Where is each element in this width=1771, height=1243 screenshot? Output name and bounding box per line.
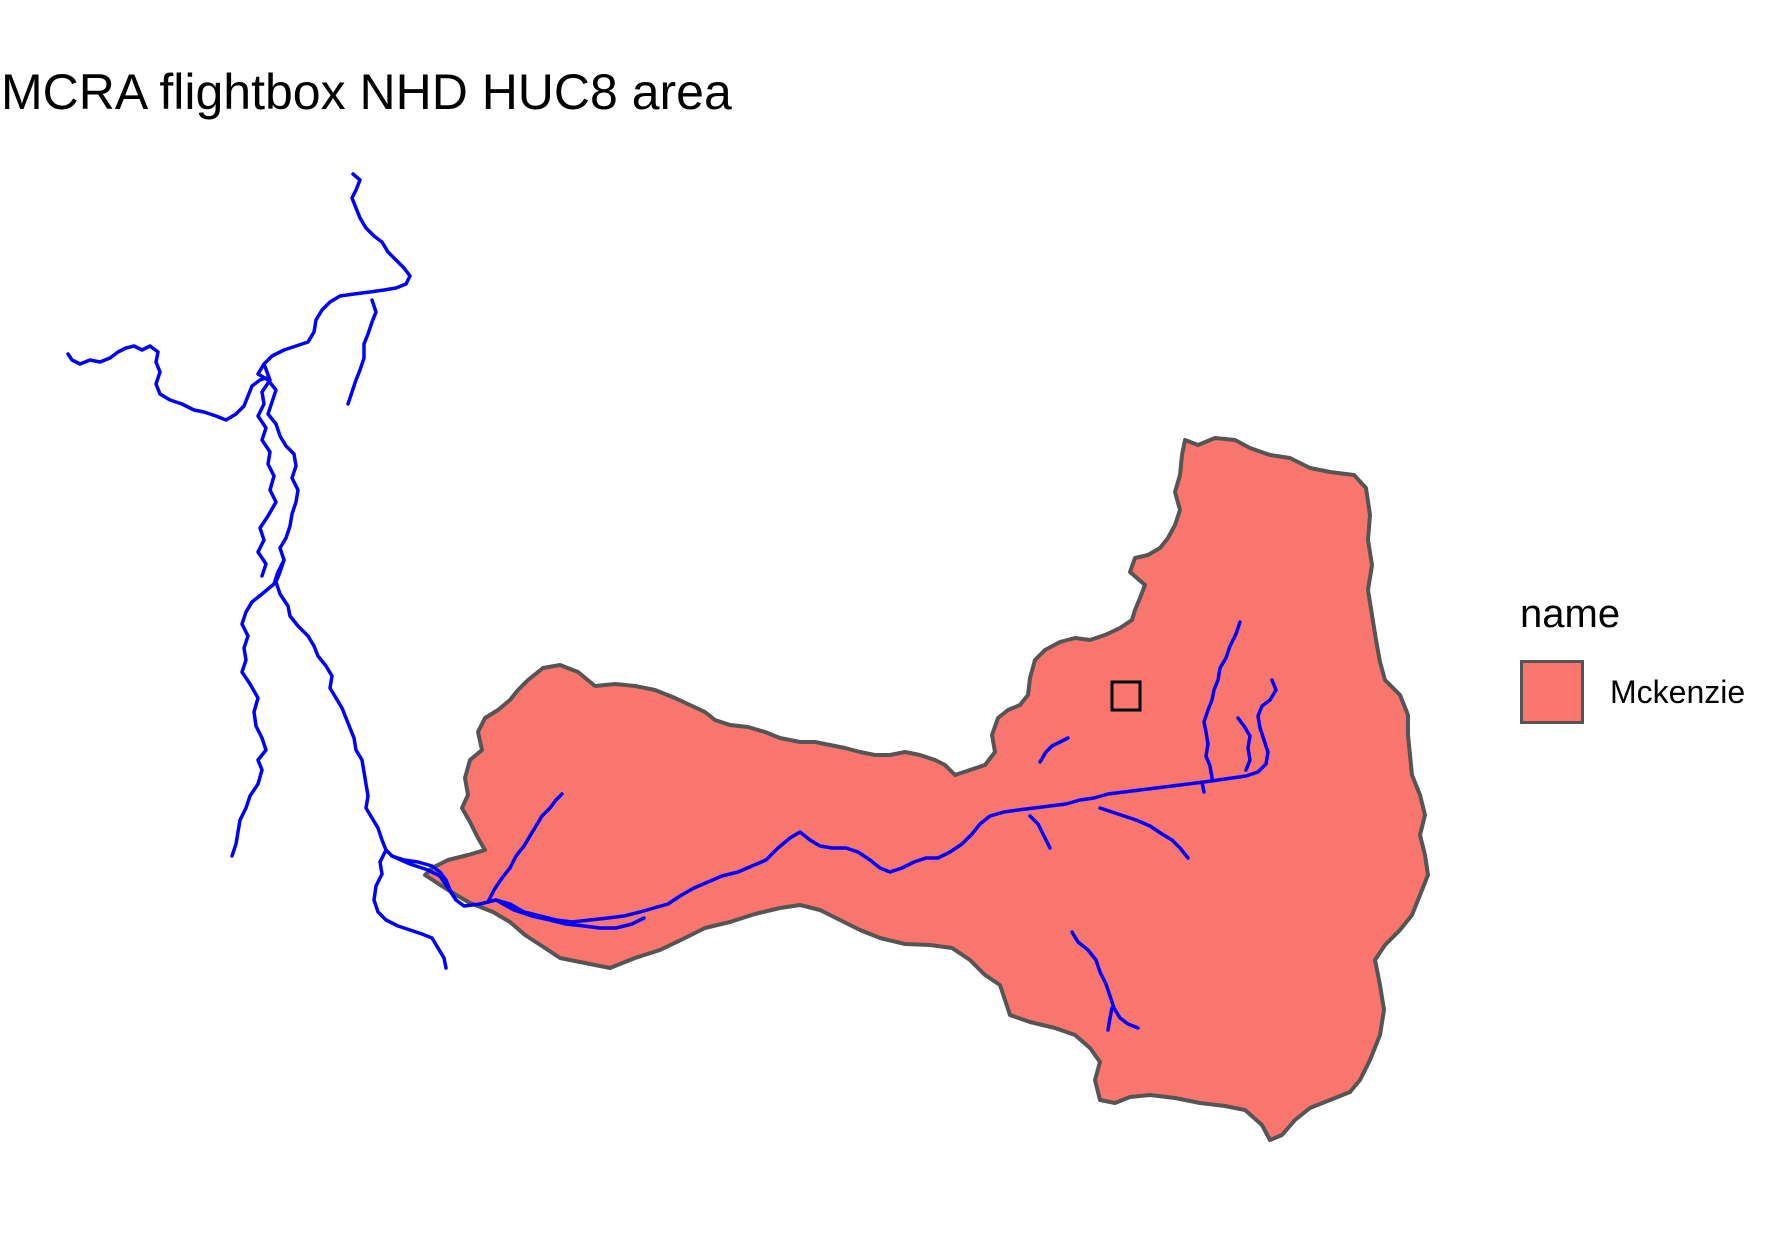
flowline-willamette-braid [256, 362, 278, 578]
flowline-willamette-north [256, 172, 458, 902]
flowline-mckenzie-lower-braid [494, 898, 646, 930]
legend: name Mckenzie [1520, 590, 1745, 724]
legend-title: name [1520, 592, 1621, 636]
flowline-mohawk-tributary [486, 792, 564, 904]
legend-item-mckenzie: Mckenzie [1520, 660, 1745, 724]
flowline-blue-river-tributary [1038, 736, 1070, 764]
flowline-south-fork-east [1098, 806, 1190, 860]
flowline-north-fork-tributary [1202, 620, 1242, 780]
flightbox-rectangle [1110, 680, 1142, 712]
legend-label-mckenzie: Mckenzie [1610, 674, 1746, 710]
huc8-polygon-mckenzie [423, 436, 1430, 1142]
flowline-northeast-tributary [346, 298, 378, 406]
flowline-west-tributary [66, 344, 268, 422]
flowline-trib-sw-end [1106, 1006, 1114, 1032]
flowline-central-tributary [1200, 780, 1206, 794]
flowline-mckenzie-mainstem [390, 678, 1278, 924]
flowline-lower-outlet [372, 848, 448, 970]
map-title: MCRA flightbox NHD HUC8 area [1, 64, 732, 120]
flowline-south-fork-west [1028, 814, 1052, 850]
flowline-southwest-tributary [230, 558, 286, 858]
legend-key-mckenzie [1520, 660, 1584, 724]
flowline-upper-east-tributary [1236, 716, 1252, 772]
flowline-southern-tributary [1070, 930, 1140, 1030]
